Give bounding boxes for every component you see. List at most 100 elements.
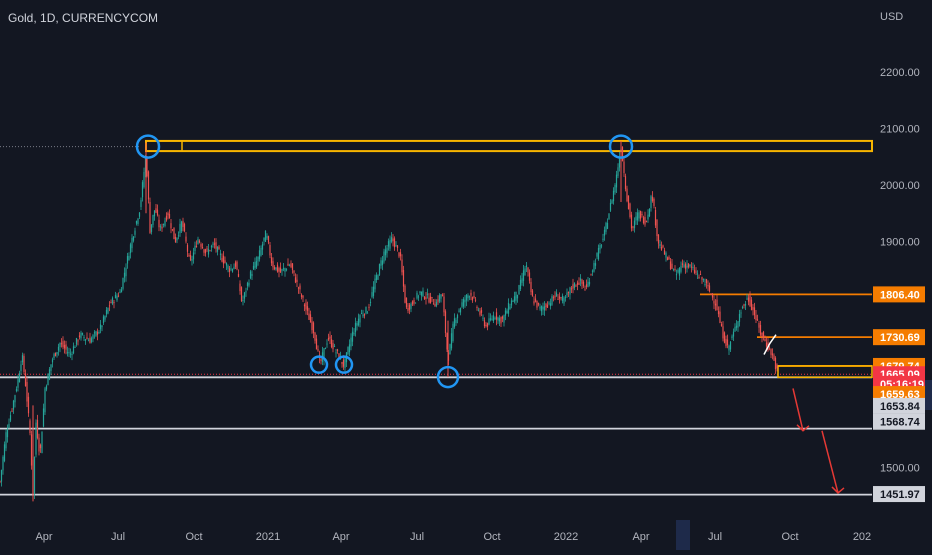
candle-body [81,333,84,335]
candle-body [645,221,648,223]
highlight-circle[interactable] [608,134,634,159]
candle-body [93,332,96,334]
candle-body [147,171,150,200]
candle-body [695,271,697,273]
candle-body [320,359,322,361]
candle-body [441,294,444,297]
candle-body [525,265,528,268]
candle-body [150,224,153,232]
candle-body [770,349,772,355]
candle-body [764,339,766,342]
highlight-circle[interactable] [135,134,161,159]
candle-body [62,341,64,347]
candle-body [698,276,700,278]
candle-body [302,295,304,298]
candle-body [146,158,148,177]
candle-body [702,279,705,281]
candle-body [110,302,112,304]
projection-arrow[interactable] [792,388,804,431]
candle-body [518,285,520,295]
candle-body [510,300,513,306]
x-tick-label: Oct [185,531,202,543]
projection-arrow[interactable] [821,430,839,494]
candle-body [627,195,630,210]
y-tick-label: 1500.00 [880,463,920,475]
price-label-box[interactable] [873,486,925,503]
candle-body [603,229,606,236]
candle-body [651,196,654,202]
candle-body [728,345,730,351]
candle-body [449,344,451,355]
candle-body [593,262,595,272]
candle-body [86,337,88,340]
x-tick-label: 2021 [256,531,280,543]
price-scale[interactable] [872,0,932,550]
time-scale[interactable] [0,520,872,550]
highlight-circle[interactable] [309,355,329,374]
candle-body [761,332,763,338]
candle-body [333,345,336,347]
candle-body [504,310,507,316]
candle-body [623,161,625,173]
candle-body [255,261,258,268]
candle-body [12,400,15,410]
support-zone[interactable] [777,365,873,379]
candle-body [609,202,612,211]
candle-body [281,269,283,271]
candle-body [621,146,624,162]
candle-body [227,265,229,269]
candle-body [296,279,298,283]
candle-body [672,268,675,270]
candle-body [401,259,403,273]
price-label-box[interactable] [873,286,925,303]
candle-body [254,261,256,268]
candle-body [260,247,262,256]
candle-body [173,227,175,240]
candle-body [377,275,379,280]
time-scale-highlight [676,520,690,550]
candle-body [540,306,543,312]
candle-body [54,352,57,357]
candle-body [731,336,733,339]
price-label-box[interactable] [873,329,925,346]
candle-body [569,287,571,295]
candle-body [51,359,54,363]
candle-body [483,320,486,327]
x-tick-label: Oct [781,531,798,543]
candle-body [611,200,613,204]
highlight-circle[interactable] [436,365,460,389]
candle-body [363,314,366,316]
candle-body [386,247,388,254]
highlight-circle[interactable] [334,355,354,374]
candle-body [533,301,535,304]
candle-body [180,221,183,232]
candle-body [656,219,658,237]
candle-body [471,297,474,301]
candle-body [776,364,778,369]
price-label-text: 1806.40 [880,289,920,301]
candle-body [291,263,294,271]
candle-body [162,224,165,226]
candle-body [443,296,445,313]
candle-body [429,296,432,304]
candle-body [387,241,390,247]
candle-body [744,304,747,306]
candle-body [681,263,684,265]
candle-body [326,343,328,345]
candle-body [720,323,723,327]
candle-body [740,312,742,314]
candle-body [501,316,504,319]
price-label-box[interactable] [873,397,925,414]
candle-body [423,296,426,300]
candle-body [60,343,63,345]
candle-body [692,267,694,269]
candle-body [476,306,478,308]
candle-body [428,297,430,303]
candle-body [660,247,663,250]
candle-body [575,285,577,287]
price-label-box[interactable] [873,413,925,430]
candle-body [774,357,777,370]
